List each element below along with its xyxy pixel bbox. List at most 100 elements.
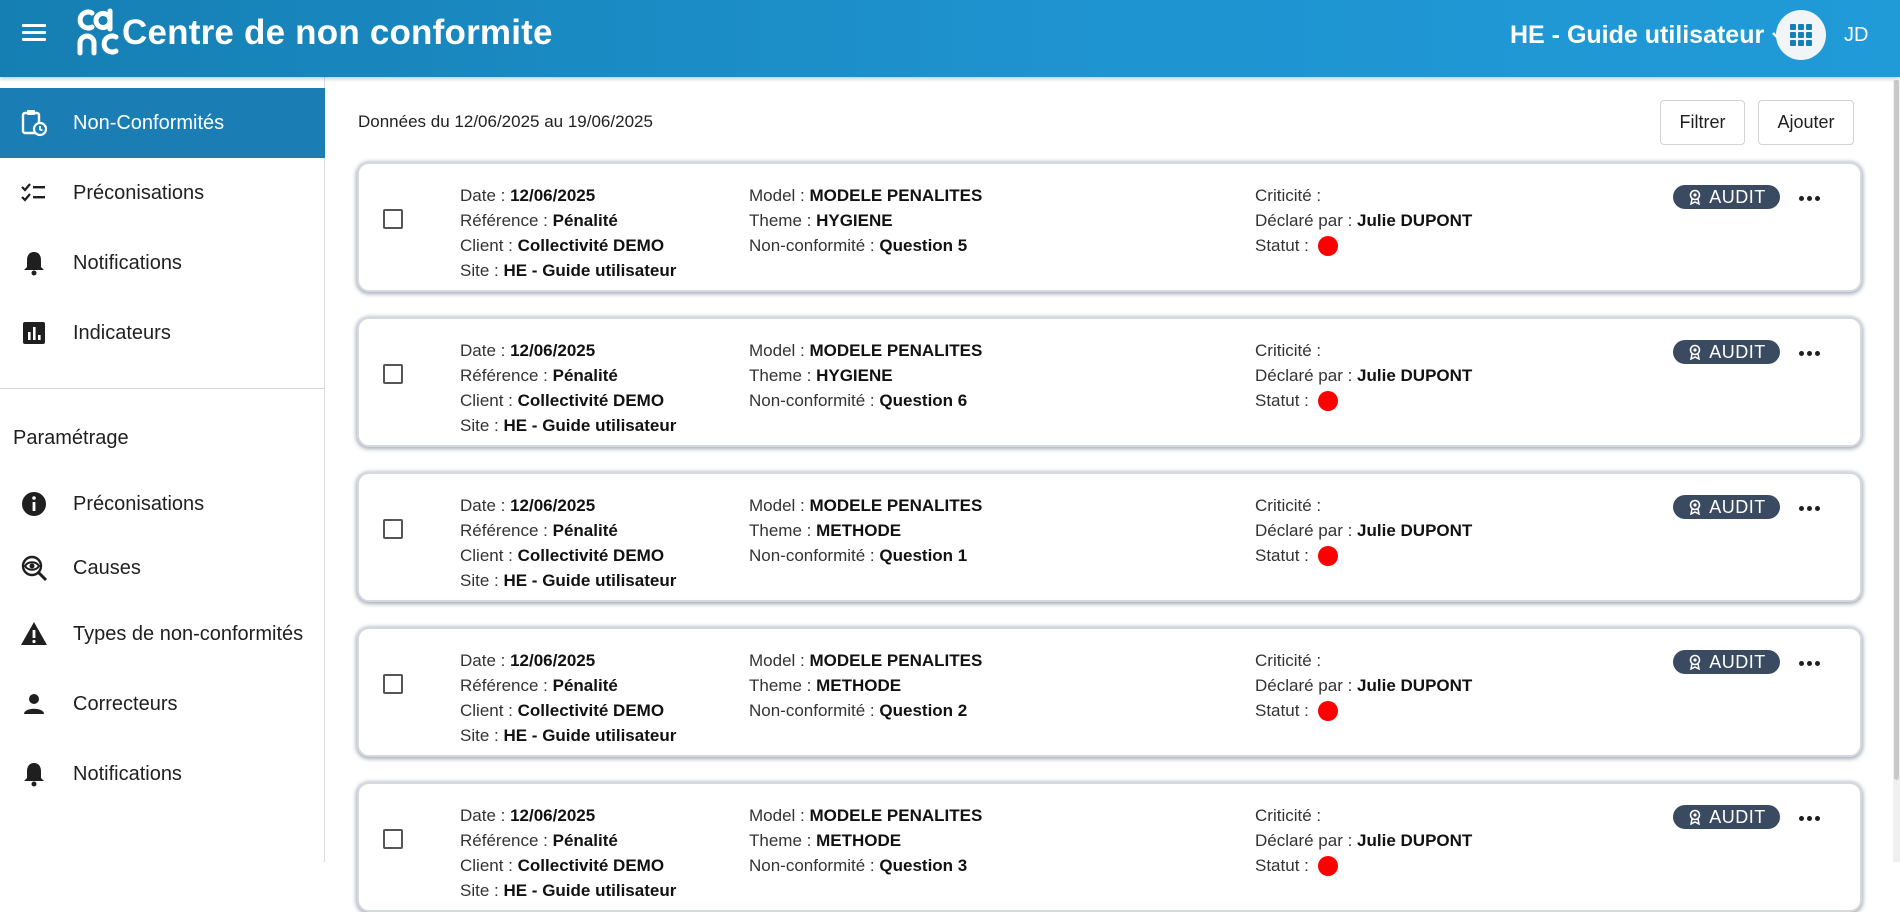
card-theme: METHODE [816,521,902,540]
card-site: HE - Guide utilisateur [503,571,677,590]
sidebar-item-label: Correcteurs [73,692,178,715]
card-model-column: Model : MODELE PENALITES Theme : METHODE… [749,803,982,878]
field-label: Site : [460,571,504,590]
more-options-icon[interactable] [1793,493,1825,523]
scrollbar-thumb[interactable] [1894,80,1899,780]
sidebar-item-preconisations[interactable]: Préconisations [0,158,325,228]
app-title: Centre de non conformite [122,13,553,52]
field-label: Non-conformité : [749,856,880,875]
card-theme: HYGIENE [816,211,893,230]
card-model: MODELE PENALITES [809,341,983,360]
status-indicator [1317,856,1338,876]
card-nonconformity: Question 3 [879,856,968,875]
field-label: Model : [749,806,810,825]
sidebar-item-types-non-conformites[interactable]: Types de non-conformités [0,599,325,669]
select-checkbox[interactable] [383,209,403,229]
award-icon [1689,654,1701,670]
award-icon [1689,344,1701,360]
select-checkbox[interactable] [383,829,403,849]
apps-grid-icon [1790,24,1812,46]
sidebar-item-notifications[interactable]: Notifications [0,228,325,298]
sidebar-item-settings-preconisations[interactable]: Préconisations [0,469,325,539]
card-theme: HYGIENE [816,366,893,385]
bell-icon [20,760,48,788]
field-label: Site : [460,416,504,435]
field-label: Criticité : [1255,806,1322,825]
hamburger-menu-icon[interactable] [22,20,52,50]
select-checkbox[interactable] [383,364,403,384]
nonconformity-card[interactable]: Date : 12/06/2025 Référence : Pénalité C… [357,317,1862,447]
warning-icon [20,620,48,648]
card-model: MODELE PENALITES [809,806,983,825]
date-range-text: Données du 12/06/2025 au 19/06/2025 [358,112,653,131]
audit-badge: AUDIT [1673,650,1780,674]
card-model-column: Model : MODELE PENALITES Theme : METHODE… [749,493,982,568]
field-label: Model : [749,341,810,360]
field-label: Theme : [749,211,817,230]
card-declared-by: Julie DUPONT [1357,211,1473,230]
sidebar-item-non-conformites[interactable]: Non-Conformités [0,88,325,158]
add-button[interactable]: Ajouter [1758,100,1854,145]
field-label: Déclaré par : [1255,676,1358,695]
card-site: HE - Guide utilisateur [503,726,677,745]
sidebar-item-label: Notifications [73,251,182,274]
sidebar-item-label: Non-Conformités [73,111,225,134]
field-label: Non-conformité : [749,236,880,255]
nonconformity-card[interactable]: Date : 12/06/2025 Référence : Pénalité C… [357,472,1862,602]
select-checkbox[interactable] [383,519,403,539]
card-nonconformity: Question 6 [879,391,968,410]
more-options-icon[interactable] [1793,803,1825,833]
field-label: Déclaré par : [1255,211,1358,230]
field-label: Statut : [1255,236,1314,255]
card-date: 12/06/2025 [510,806,596,825]
more-options-icon[interactable] [1793,183,1825,213]
field-label: Model : [749,496,810,515]
field-label: Client : [460,236,518,255]
award-icon [1689,499,1701,515]
field-label: Client : [460,546,518,565]
card-reference: Pénalité [552,676,618,695]
more-options-icon[interactable] [1793,338,1825,368]
card-date: 12/06/2025 [510,341,596,360]
card-status-column: Criticité : Déclaré par : Julie DUPONT S… [1255,493,1472,568]
card-model: MODELE PENALITES [809,651,983,670]
apps-grid-button[interactable] [1776,10,1826,60]
card-date: 12/06/2025 [510,651,596,670]
audit-badge-label: AUDIT [1709,651,1766,672]
card-site: HE - Guide utilisateur [503,881,677,900]
field-label: Statut : [1255,391,1314,410]
nonconformity-card[interactable]: Date : 12/06/2025 Référence : Pénalité C… [357,162,1862,292]
site-selector[interactable]: HE - Guide utilisateur [1510,21,1788,50]
sidebar-item-settings-notifications[interactable]: Notifications [0,739,325,809]
sidebar-item-label: Notifications [73,762,182,785]
nonconformity-card[interactable]: Date : 12/06/2025 Référence : Pénalité C… [357,627,1862,757]
select-checkbox[interactable] [383,674,403,694]
more-options-icon[interactable] [1793,648,1825,678]
vertical-scrollbar[interactable] [1893,80,1900,862]
audit-badge-label: AUDIT [1709,341,1766,362]
sidebar-item-causes[interactable]: Causes [0,533,325,603]
bar-chart-icon [20,319,48,347]
status-indicator [1317,236,1338,256]
field-label: Date : [460,806,511,825]
nonconformity-card[interactable]: Date : 12/06/2025 Référence : Pénalité C… [357,782,1862,912]
field-label: Criticité : [1255,496,1322,515]
user-avatar[interactable]: JD [1844,24,1869,46]
audit-badge-label: AUDIT [1709,496,1766,517]
card-declared-by: Julie DUPONT [1357,676,1473,695]
sidebar-item-correcteurs[interactable]: Correcteurs [0,669,325,739]
card-declared-by: Julie DUPONT [1357,521,1473,540]
card-site: HE - Guide utilisateur [503,261,677,280]
field-label: Criticité : [1255,651,1322,670]
award-icon [1689,189,1701,205]
field-label: Criticité : [1255,341,1322,360]
card-reference: Pénalité [552,831,618,850]
audit-badge-label: AUDIT [1709,806,1766,827]
sidebar-item-label: Préconisations [73,492,205,515]
sidebar-item-indicateurs[interactable]: Indicateurs [0,298,325,368]
field-label: Site : [460,261,504,280]
card-date: 12/06/2025 [510,496,596,515]
sidebar: Non-Conformités Préconisations Notificat… [0,77,325,862]
card-model-column: Model : MODELE PENALITES Theme : METHODE… [749,648,982,723]
filter-button[interactable]: Filtrer [1660,100,1745,145]
